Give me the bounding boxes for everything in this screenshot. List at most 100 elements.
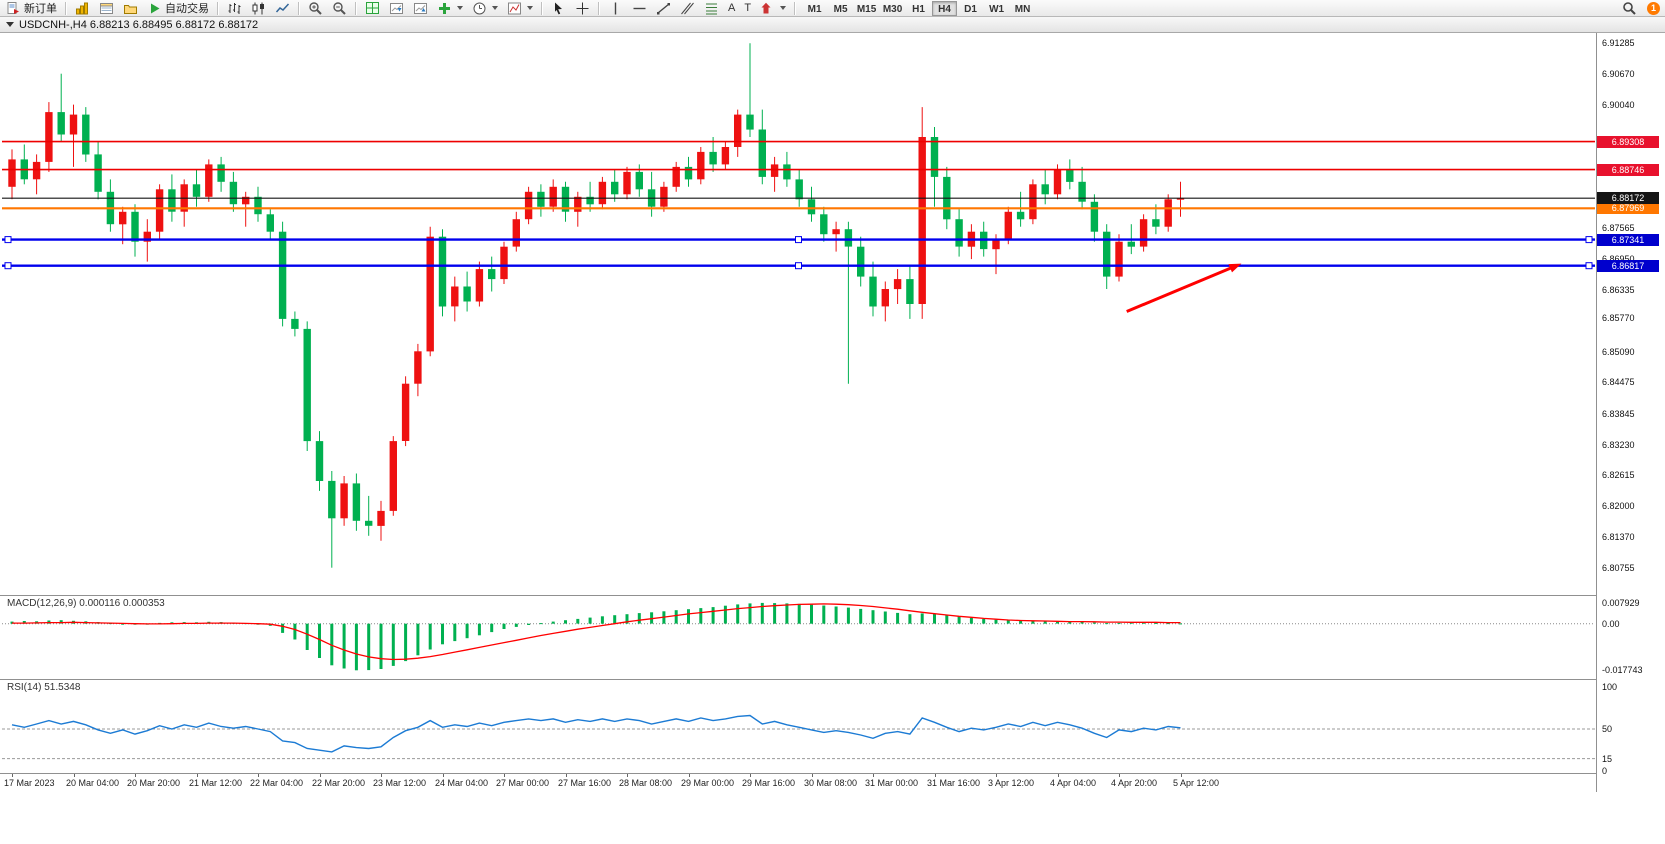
shapes-button[interactable] <box>756 1 790 16</box>
timeframe-mn-button[interactable]: MN <box>1010 1 1035 16</box>
time-axis[interactable]: 17 Mar 2023 20 Mar 04:00 20 Mar 20:00 21 Ma… <box>2 774 1595 792</box>
label-tool-icon: T <box>744 1 752 14</box>
market-watch-button[interactable] <box>71 1 94 16</box>
navigator-button[interactable] <box>119 1 142 16</box>
pane-separator[interactable] <box>0 595 1663 596</box>
time-label: 28 Mar 08:00 <box>619 778 673 788</box>
vertical-line-icon <box>608 1 623 16</box>
indicators-button[interactable] <box>433 1 467 16</box>
data-window-button[interactable] <box>95 1 118 16</box>
macd-pane[interactable]: MACD(12,26,9) 0.000116 0.000353 <box>2 596 1595 679</box>
auto-trading-button[interactable]: 自动交易 <box>143 1 213 16</box>
price-tick-label: 6.90670 <box>1602 69 1635 79</box>
candlestick-chart-pane[interactable] <box>2 33 1595 595</box>
search-icon <box>1622 1 1637 16</box>
bar-chart-button[interactable] <box>223 1 246 16</box>
pane-separator[interactable] <box>0 679 1663 680</box>
price-tick-label: 6.81370 <box>1602 532 1635 542</box>
chart-title: USDCNH-,H4 6.88213 6.88495 6.88172 6.881… <box>19 18 259 31</box>
profile-next-button[interactable] <box>409 1 432 16</box>
rsi-label: RSI(14) 51.5348 <box>7 682 81 693</box>
price-tick-label: 6.86335 <box>1602 285 1635 295</box>
time-label: 4 Apr 20:00 <box>1111 778 1158 788</box>
label-button[interactable]: T <box>740 1 755 16</box>
cursor-button[interactable] <box>547 1 570 16</box>
rsi-axis-label: 100 <box>1602 682 1618 692</box>
toolbar: 新订单 自动交易 A T M1 <box>0 0 1665 17</box>
timeframe-m30-button[interactable]: M30 <box>880 1 905 16</box>
divider <box>794 1 797 15</box>
macd-label: MACD(12,26,9) 0.000116 0.000353 <box>7 598 165 609</box>
notification-badge[interactable]: 1 <box>1647 1 1660 15</box>
trendline-button[interactable] <box>652 1 675 16</box>
arrow-shape-icon <box>760 1 775 16</box>
rsi-pane[interactable]: RSI(14) 51.5348 <box>2 680 1595 773</box>
time-tick <box>1119 774 1120 777</box>
support-line-1 <box>2 236 1595 244</box>
rsi-axis-label: 0 <box>1602 766 1608 776</box>
fibonacci-button[interactable] <box>700 1 723 16</box>
price-tick-label: 6.85090 <box>1602 347 1635 357</box>
templates-button[interactable] <box>503 1 537 16</box>
channel-button[interactable] <box>676 1 699 16</box>
price-tick-label: 6.84475 <box>1602 377 1635 387</box>
vertical-line-button[interactable] <box>604 1 627 16</box>
clock-icon <box>472 1 487 16</box>
price-badge: 6.87341 <box>1597 234 1659 246</box>
axis-separator <box>1596 33 1597 792</box>
divider <box>355 1 357 15</box>
template-chart-icon <box>507 1 522 16</box>
search-button[interactable] <box>1618 1 1641 16</box>
candlestick-chart-button[interactable] <box>247 1 270 16</box>
rsi-axis-label: 50 <box>1602 724 1613 734</box>
time-label: 29 Mar 00:00 <box>681 778 735 788</box>
price-tick-label: 6.80755 <box>1602 563 1635 573</box>
time-tick <box>689 774 690 777</box>
time-tick <box>74 774 75 777</box>
zoom-in-button[interactable] <box>304 1 327 16</box>
time-tick <box>381 774 382 777</box>
divider <box>598 1 600 15</box>
auto-trading-label: 自动交易 <box>165 3 209 15</box>
time-label: 29 Mar 16:00 <box>742 778 796 788</box>
time-tick <box>320 774 321 777</box>
time-label: 30 Mar 08:00 <box>804 778 858 788</box>
line-chart-button[interactable] <box>271 1 294 16</box>
tile-windows-button[interactable] <box>361 1 384 16</box>
timeframe-d1-button[interactable]: D1 <box>958 1 983 16</box>
new-order-label: 新订单 <box>24 3 57 15</box>
chart-menu-icon[interactable] <box>6 22 14 27</box>
text-button[interactable]: A <box>724 1 739 16</box>
profile-previous-button[interactable] <box>385 1 408 16</box>
periods-button[interactable] <box>468 1 502 16</box>
candlestick-chart-icon <box>251 1 266 16</box>
price-badge: 6.88746 <box>1597 164 1659 176</box>
time-tick <box>566 774 567 777</box>
time-tick <box>627 774 628 777</box>
new-order-icon <box>6 1 21 16</box>
dropdown-caret-icon <box>780 6 787 10</box>
price-axis[interactable]: 6.91285 6.90670 6.90040 6.87565 6.86950 6.863… <box>1597 33 1664 792</box>
time-label: 20 Mar 20:00 <box>127 778 181 788</box>
zoom-out-button[interactable] <box>328 1 351 16</box>
macd-histogram <box>10 602 1182 671</box>
timeframe-h4-button[interactable]: H4 <box>932 0 958 16</box>
new-order-button[interactable]: 新订单 <box>2 1 61 16</box>
time-tick <box>1181 774 1182 777</box>
auto-trading-play-icon <box>147 1 162 16</box>
timeframe-m1-button[interactable]: M1 <box>802 1 827 16</box>
time-label: 20 Mar 04:00 <box>66 778 120 788</box>
crosshair-button[interactable] <box>571 1 594 16</box>
timeframe-m5-button[interactable]: M5 <box>828 1 853 16</box>
timeframe-w1-button[interactable]: W1 <box>984 1 1009 16</box>
time-tick <box>750 774 751 777</box>
timeframe-m15-button[interactable]: M15 <box>854 1 879 16</box>
support-line-2 <box>2 262 1595 270</box>
zoom-in-icon <box>308 1 323 16</box>
time-tick <box>504 774 505 777</box>
macd-axis-label: 0.00 <box>1602 619 1620 629</box>
time-label: 17 Mar 2023 <box>4 778 55 788</box>
divider <box>217 1 219 15</box>
timeframe-h1-button[interactable]: H1 <box>906 1 931 16</box>
horizontal-line-button[interactable] <box>628 1 651 16</box>
